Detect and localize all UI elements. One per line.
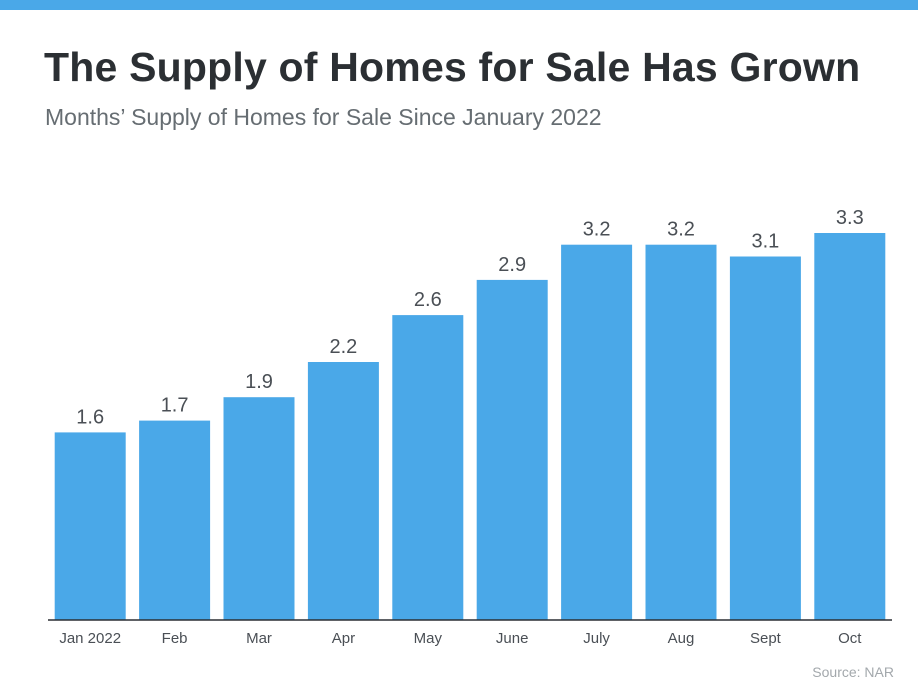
source-note: Source: NAR (812, 664, 894, 680)
bar-apr (307, 362, 379, 620)
x-tick-label: Oct (838, 630, 862, 647)
bar-aug (645, 244, 717, 620)
x-tick-label: May (414, 630, 443, 647)
bar-value-label: 2.9 (498, 254, 526, 276)
page-subtitle: Months’ Supply of Homes for Sale Since J… (45, 104, 602, 130)
x-tick-label: July (583, 630, 610, 647)
bar-may (392, 315, 464, 620)
x-tick-label: Aug (668, 630, 695, 647)
x-tick-label: Apr (332, 630, 355, 647)
bar-value-label: 2.6 (414, 289, 442, 311)
x-tick-label: Jan 2022 (59, 630, 121, 647)
x-tick-label: Mar (246, 630, 272, 647)
bar-value-label: 3.1 (751, 231, 779, 253)
bar-value-label: 3.3 (836, 207, 864, 229)
bar-june (476, 279, 548, 620)
x-tick-label: Feb (162, 630, 188, 647)
bar-value-label: 1.7 (161, 395, 189, 417)
page-title: The Supply of Homes for Sale Has Grown (44, 44, 861, 90)
bar-feb (139, 420, 211, 620)
x-tick-label: June (496, 630, 529, 647)
top-accent-bar (0, 0, 918, 10)
bar-value-label: 2.2 (329, 336, 357, 358)
bar-value-label: 3.2 (667, 219, 695, 241)
bar-value-label: 1.6 (76, 406, 104, 428)
bar-july (561, 244, 633, 620)
bar-value-label: 3.2 (583, 219, 611, 241)
bar-sept (729, 256, 801, 620)
bar-mar (223, 397, 295, 620)
x-tick-label: Sept (750, 630, 782, 647)
bar-oct (814, 233, 886, 620)
bar-jan-2022 (54, 432, 126, 620)
bar-value-label: 1.9 (245, 371, 273, 393)
